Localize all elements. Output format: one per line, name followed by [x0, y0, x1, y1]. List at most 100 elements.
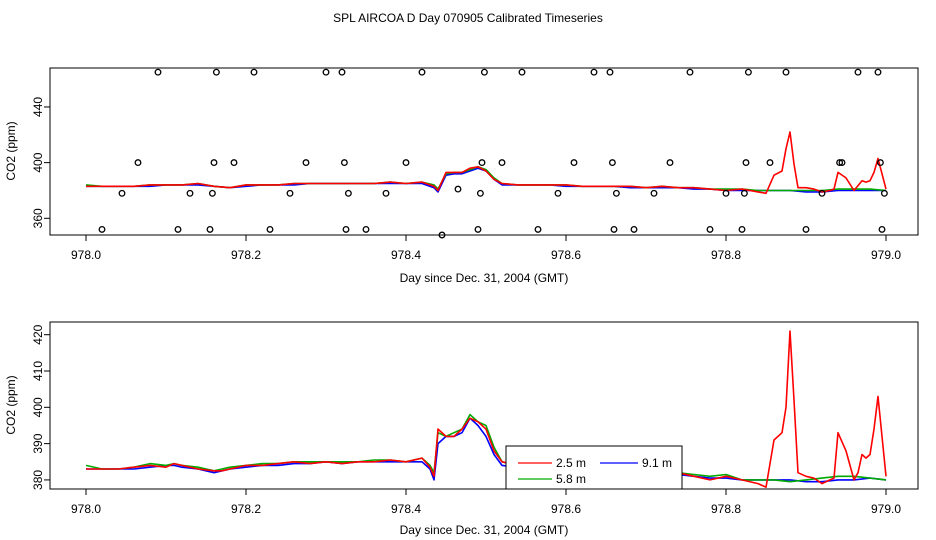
bottom-panel: 978.0 978.2 978.4 978.6 978.8 979.0 380 390 400… [4, 321, 919, 537]
calibration-point [302, 159, 310, 167]
bottom-plot-area [85, 330, 887, 489]
calibration-point [854, 68, 862, 76]
calibration-point [518, 68, 526, 76]
bottom-y-axis-label: CO2 (ppm) [4, 375, 18, 434]
calibration-point [418, 68, 426, 76]
series-line-2-5-m [86, 330, 887, 489]
calibration-point [554, 189, 562, 197]
y-tick-label: 390 [31, 433, 45, 453]
calibration-point [610, 225, 618, 233]
legend-box [505, 445, 683, 490]
bottom-x-axis: 978.0 978.2 978.4 978.6 978.8 979.0 [71, 489, 901, 516]
calibration-point [766, 159, 774, 167]
calibration-point [362, 225, 370, 233]
y-tick-label: 360 [31, 208, 45, 228]
y-tick-label: 380 [31, 470, 45, 490]
calibration-point [608, 159, 616, 167]
calibration-point [322, 68, 330, 76]
legend-label-5-8m: 5.8 m [556, 472, 586, 486]
series-line-2-5-m [86, 131, 887, 195]
calibration-point [630, 225, 638, 233]
calibration-point [212, 68, 220, 76]
calibration-point [744, 68, 752, 76]
calibration-point [478, 159, 486, 167]
calibration-point [230, 159, 238, 167]
y-tick-label: 420 [31, 324, 45, 344]
calibration-point [878, 225, 886, 233]
calibration-point [742, 159, 750, 167]
calibration-point [874, 68, 882, 76]
calibration-point [174, 225, 182, 233]
y-tick-label: 400 [31, 152, 45, 172]
calibration-point [738, 225, 746, 233]
calibration-point [876, 159, 884, 167]
calibration-point [186, 189, 194, 197]
calibration-point [570, 159, 578, 167]
y-tick-label: 400 [31, 397, 45, 417]
x-tick-label: 979.0 [871, 248, 901, 262]
calibration-point [534, 225, 542, 233]
top-plot-area [85, 68, 888, 239]
calibration-point [838, 159, 846, 167]
bottom-x-axis-label: Day since Dec. 31, 2004 (GMT) [400, 523, 569, 537]
top-y-axis: 360 400 440 [31, 97, 50, 228]
calibration-point [740, 189, 748, 197]
legend-label-9-1m: 9.1 m [642, 456, 672, 470]
calibration-point [206, 225, 214, 233]
calibration-point [340, 159, 348, 167]
x-tick-label: 978.4 [391, 248, 421, 262]
calibration-point [818, 189, 826, 197]
x-tick-label: 978.4 [391, 502, 421, 516]
calibration-point [650, 189, 658, 197]
calibration-point [154, 68, 162, 76]
calibration-point [706, 225, 714, 233]
x-tick-label: 978.2 [231, 502, 261, 516]
x-tick-label: 978.0 [71, 248, 101, 262]
calibration-point [438, 231, 446, 239]
calibration-point [208, 189, 216, 197]
bottom-plot-frame [49, 321, 919, 490]
legend-label-2-5m: 2.5 m [556, 456, 586, 470]
calibration-point [802, 225, 810, 233]
calibration-point [338, 68, 346, 76]
x-tick-label: 978.2 [231, 248, 261, 262]
calibration-point [344, 189, 352, 197]
calibration-point [134, 159, 142, 167]
calibration-point [480, 68, 488, 76]
calibration-point [836, 159, 844, 167]
x-tick-label: 978.8 [711, 502, 741, 516]
calibration-point [382, 189, 390, 197]
figure-title: SPL AIRCOA D Day 070905 Calibrated Times… [333, 11, 603, 25]
x-tick-label: 978.0 [71, 502, 101, 516]
x-tick-label: 979.0 [871, 502, 901, 516]
calibration-point [606, 68, 614, 76]
bottom-y-axis: 380 390 400 410 420 [31, 324, 50, 490]
calibration-point [402, 159, 410, 167]
x-tick-label: 978.8 [711, 248, 741, 262]
top-x-axis: 978.0 978.2 978.4 978.6 978.8 979.0 [71, 235, 901, 262]
legend: 2.5 m 9.1 m 5.8 m [505, 445, 683, 490]
y-tick-label: 410 [31, 361, 45, 381]
calibration-point [474, 225, 482, 233]
calibration-point [210, 159, 218, 167]
calibration-point [880, 189, 888, 197]
calibration-point [476, 189, 484, 197]
x-tick-label: 978.6 [551, 502, 581, 516]
calibration-point [342, 225, 350, 233]
calibration-point [118, 189, 126, 197]
calibration-point [454, 185, 462, 193]
x-tick-label: 978.6 [551, 248, 581, 262]
calibration-point [722, 189, 730, 197]
top-y-axis-label: CO2 (ppm) [4, 121, 18, 180]
calibration-point [266, 225, 274, 233]
calibration-point [250, 68, 258, 76]
calibration-point [612, 189, 620, 197]
calibration-point [590, 68, 598, 76]
calibration-point [782, 68, 790, 76]
calibration-point [686, 68, 694, 76]
calibration-point [286, 189, 294, 197]
y-tick-label: 440 [31, 97, 45, 117]
top-plot-frame [49, 67, 919, 236]
top-panel: 978.0 978.2 978.4 978.6 978.8 979.0 360 400 440… [4, 67, 919, 285]
